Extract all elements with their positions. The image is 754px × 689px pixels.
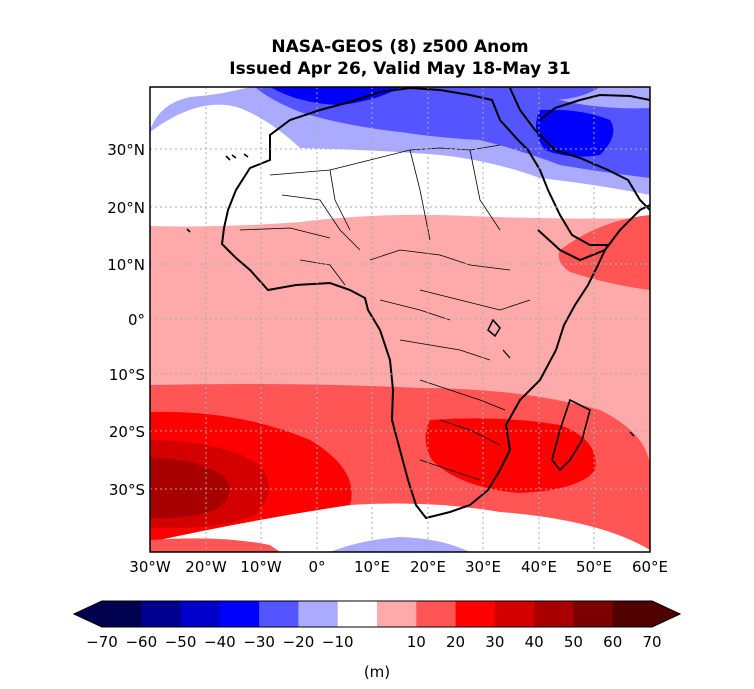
lon-label: 30°W (129, 558, 171, 576)
colorbar-tick-label: −30 (243, 633, 275, 651)
colorbar-tick-label: 40 (525, 633, 544, 651)
colorbar: −70 −60 −50 −40 −30 −20 −10 10 20 30 40 50 60 70 (m) (72, 600, 682, 681)
colorbar-swatch (102, 601, 142, 627)
colorbar-swatch (219, 601, 260, 627)
coastlines (186, 87, 650, 520)
colorbar-tick-label: 60 (603, 633, 622, 651)
lat-label: 10°S (109, 366, 145, 384)
lat-label: 20°S (109, 423, 145, 441)
colorbar-swatch (455, 601, 496, 627)
colorbar-swatch (377, 601, 417, 627)
colorbar-tick-label: 50 (564, 633, 583, 651)
colorbar-tick-label: −60 (125, 633, 157, 651)
lon-label: 0° (308, 558, 325, 576)
colorbar-tick-label: −50 (165, 633, 197, 651)
colorbar-tick-label: 30 (485, 633, 504, 651)
gridlines (150, 87, 650, 552)
colorbar-ticks: −70 −60 −50 −40 −30 −20 −10 10 20 30 40 50 60 70 (86, 633, 661, 651)
lon-label: 40°E (521, 558, 557, 576)
lat-label: 30°N (107, 141, 145, 159)
colorbar-tick-label: −40 (204, 633, 236, 651)
colorbar-swatch (337, 601, 378, 627)
colorbar-swatch (298, 601, 339, 627)
anomaly-field (150, 87, 650, 552)
colorbar-extend-max (651, 600, 681, 628)
colorbar-tick-label: −20 (283, 633, 315, 651)
colorbar-tick-label: 10 (407, 633, 426, 651)
title-line-2: Issued Apr 26, Valid May 18-May 31 (229, 59, 571, 79)
lon-label: 50°E (576, 558, 612, 576)
colorbar-swatches (72, 600, 682, 628)
map-frame (149, 86, 651, 553)
title-line-1: NASA-GEOS (8) z500 Anom (271, 37, 528, 57)
colorbar-swatch (494, 601, 535, 627)
colorbar-swatch (573, 601, 614, 627)
colorbar-swatch (259, 601, 299, 627)
colorbar-tick-label: −10 (322, 633, 354, 651)
colorbar-swatch (416, 601, 457, 627)
latitude-labels: 30°N 20°N 10°N 0° 10°S 20°S 30°S (107, 141, 145, 499)
lat-label: 0° (128, 311, 145, 329)
lon-label: 10°W (240, 558, 282, 576)
lon-label: 10°E (354, 558, 390, 576)
colorbar-swatch (141, 601, 182, 627)
longitude-labels: 30°W 20°W 10°W 0° 10°E 20°E 30°E 40°E 50… (129, 558, 668, 576)
lon-label: 20°E (410, 558, 446, 576)
lat-label: 20°N (107, 199, 145, 217)
colorbar-tick-label: 70 (642, 633, 661, 651)
colorbar-tick-label: −70 (86, 633, 118, 651)
lat-label: 30°S (109, 481, 145, 499)
lon-label: 60°E (632, 558, 668, 576)
lon-label: 20°W (185, 558, 227, 576)
colorbar-frame (72, 600, 682, 628)
colorbar-swatch (612, 601, 653, 627)
colorbar-unit-label: (m) (364, 663, 390, 681)
colorbar-tick-label: 20 (446, 633, 465, 651)
colorbar-extend-min (73, 600, 103, 628)
lat-label: 10°N (107, 256, 145, 274)
colorbar-swatch (180, 601, 221, 627)
colorbar-swatch (534, 601, 574, 627)
lon-label: 30°E (465, 558, 501, 576)
